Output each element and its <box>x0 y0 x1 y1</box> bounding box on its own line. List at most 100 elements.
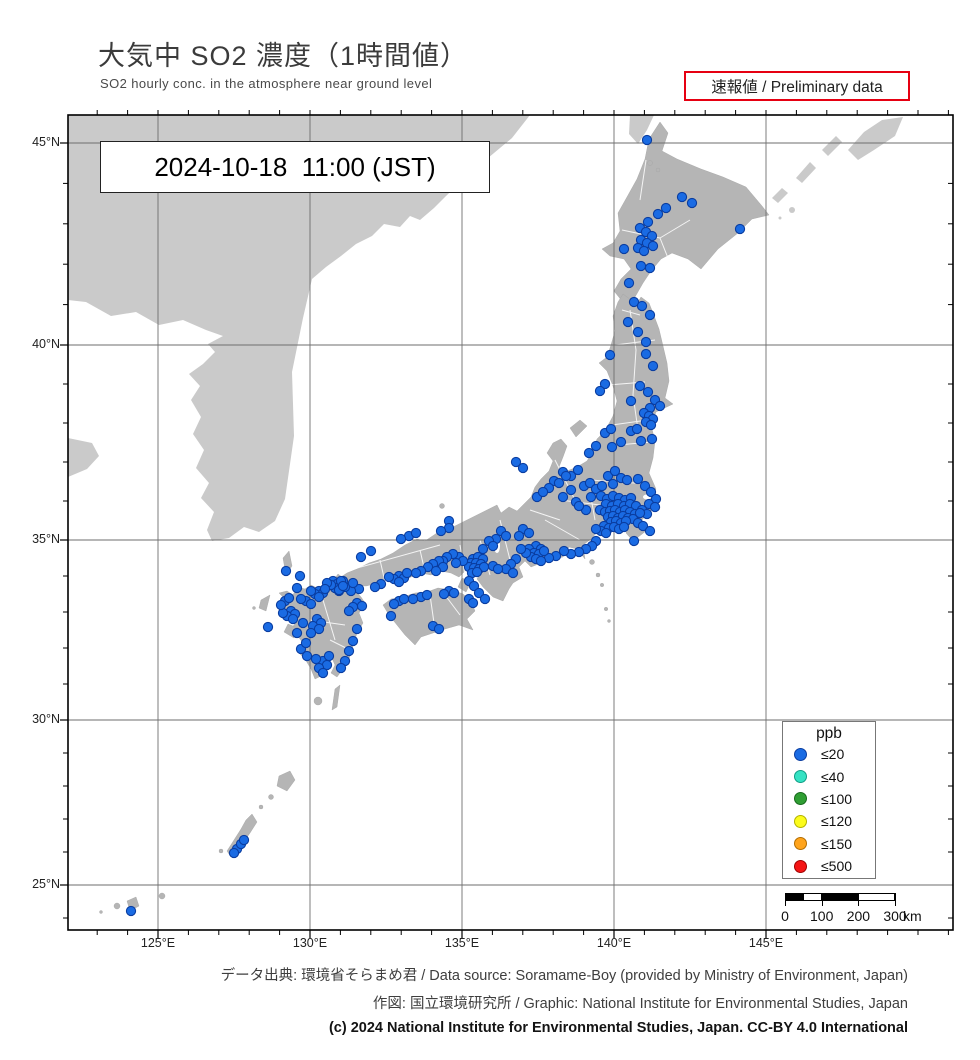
station-dot <box>450 557 462 569</box>
station-dot <box>649 501 661 513</box>
station-dot <box>654 400 666 412</box>
lon-label: 130°E <box>292 936 328 950</box>
station-dot <box>313 623 325 635</box>
station-dot <box>317 667 329 679</box>
scale-bar-tick <box>895 893 896 906</box>
legend: ppb ≤20 ≤40 ≤100 ≤120 ≤150 ≤500 <box>782 721 876 879</box>
station-dot <box>435 525 447 537</box>
station-dot <box>388 598 400 610</box>
footer-copyright: (c) 2024 National Institute for Environm… <box>328 1020 908 1036</box>
scale-bar: 0 100 200 300 km <box>781 893 935 927</box>
station-dot <box>676 191 688 203</box>
station-dot <box>343 605 355 617</box>
lon-label: 140°E <box>596 936 632 950</box>
lon-label: 135°E <box>444 936 480 950</box>
station-dot <box>638 245 650 257</box>
station-dot <box>628 535 640 547</box>
footer-data-source: データ出典: 環境省そらまめ君 / Data source: Soramame-… <box>220 968 908 984</box>
station-dot <box>125 905 137 917</box>
station-dot <box>537 486 549 498</box>
legend-swatch-icon <box>794 814 807 828</box>
continent-landmass <box>68 115 903 541</box>
timestamp-box: 2024-10-18 11:00 (JST) <box>100 141 490 193</box>
scale-bar-segment <box>785 893 804 901</box>
station-dot <box>438 588 450 600</box>
station-dot <box>280 565 292 577</box>
station-dot <box>393 576 405 588</box>
station-dot <box>319 583 331 595</box>
station-dot <box>401 567 413 579</box>
station-dot <box>347 635 359 647</box>
station-dot <box>623 277 635 289</box>
station-dot <box>351 623 363 635</box>
station-dot <box>238 834 250 846</box>
station-dot <box>594 385 606 397</box>
station-dot <box>295 593 307 605</box>
station-dot <box>647 240 659 252</box>
legend-item: ≤120 <box>783 810 875 832</box>
scale-bar-label: 0 <box>781 908 789 924</box>
legend-title: ppb <box>816 725 842 742</box>
scale-bar-unit: km <box>903 908 922 924</box>
station-dot <box>558 545 570 557</box>
station-dot <box>584 477 596 489</box>
timestamp-label: 2024-10-18 11:00 (JST) <box>154 151 436 182</box>
station-dot <box>395 533 407 545</box>
station-dot <box>634 380 646 392</box>
station-dot <box>599 378 611 390</box>
station-dot <box>305 598 317 610</box>
legend-item-label: ≤100 <box>821 790 853 807</box>
legend-item: ≤150 <box>783 833 875 855</box>
station-dot <box>642 216 654 228</box>
station-dot <box>644 525 656 537</box>
preliminary-data-label: 速報値 / Preliminary data <box>711 79 883 96</box>
station-dot <box>335 662 347 674</box>
station-dot <box>448 587 460 599</box>
station-dot <box>635 435 647 447</box>
station-dot <box>660 202 672 214</box>
station-dot <box>583 447 595 459</box>
station-dot <box>385 610 397 622</box>
station-dot <box>479 593 491 605</box>
station-dot <box>590 440 602 452</box>
axis-ticks <box>60 110 953 938</box>
legend-item-label: ≤40 <box>821 768 845 785</box>
station-dot <box>421 589 433 601</box>
lon-label: 145°E <box>748 936 784 950</box>
station-dot <box>642 386 654 398</box>
legend-swatch-icon <box>794 859 807 873</box>
station-dot <box>644 262 656 274</box>
scale-bar-label: 100 <box>810 908 834 924</box>
station-dot <box>647 360 659 372</box>
lon-label: 125°E <box>140 936 176 950</box>
legend-swatch-icon <box>794 747 807 761</box>
station-dot <box>365 545 377 557</box>
station-dot <box>573 500 585 512</box>
station-dot <box>645 419 657 431</box>
station-dot <box>383 571 395 583</box>
scale-bar-segment <box>821 893 859 901</box>
station-dot <box>473 587 485 599</box>
station-dot <box>557 491 569 503</box>
station-dot <box>734 223 746 235</box>
scale-bar-label: 200 <box>846 908 871 924</box>
station-dot <box>291 582 303 594</box>
station-dot <box>500 530 512 542</box>
station-dot <box>515 543 527 555</box>
station-dot <box>467 597 479 609</box>
station-dot <box>646 433 658 445</box>
station-dot <box>275 599 287 611</box>
station-dot <box>337 580 349 592</box>
station-dot <box>468 580 480 592</box>
station-dot <box>553 477 565 489</box>
station-dot <box>407 593 419 605</box>
station-dot <box>560 470 572 482</box>
station-dot <box>572 464 584 476</box>
station-dot <box>523 527 535 539</box>
station-dot <box>565 484 577 496</box>
station-dot <box>631 423 643 435</box>
legend-swatch-icon <box>794 837 807 851</box>
station-dot <box>606 441 618 453</box>
legend-item: ≤20 <box>783 743 875 765</box>
station-dot <box>600 527 612 539</box>
